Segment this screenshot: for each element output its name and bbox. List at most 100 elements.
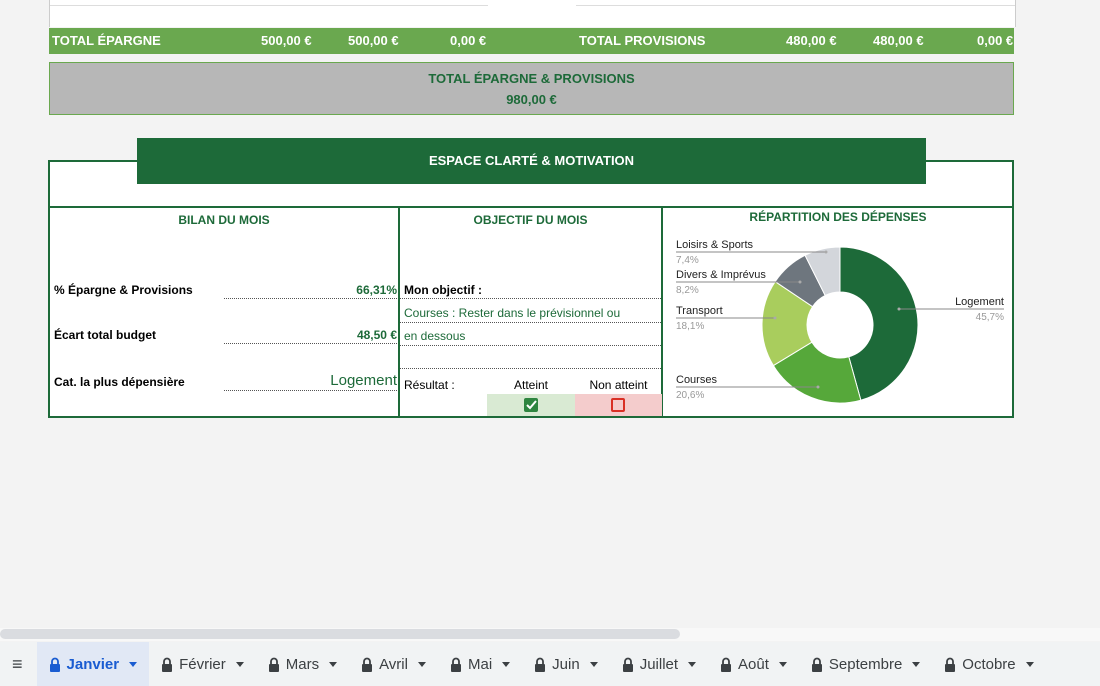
total-cell: 0,00 € xyxy=(450,33,487,48)
total-cell: 500,00 € xyxy=(261,33,312,48)
bilan-label: Cat. la plus dépensière xyxy=(54,375,185,389)
checkbox-empty[interactable] xyxy=(575,394,662,416)
divider xyxy=(661,206,663,418)
grand-total: TOTAL ÉPARGNE & PROVISIONS 980,00 € xyxy=(49,62,1014,115)
donut-slice xyxy=(839,246,919,401)
bilan-value: 66,31% xyxy=(356,283,397,297)
menu-icon[interactable]: ≡ xyxy=(12,653,23,674)
tab-menu-arrow[interactable] xyxy=(417,661,426,667)
sheet-tab[interactable]: Octobre xyxy=(932,642,1045,686)
total-cell: 500,00 € xyxy=(348,33,399,48)
lock-icon xyxy=(268,657,280,672)
bilan-value: 48,50 € xyxy=(356,328,397,342)
slice-value: 20,6% xyxy=(676,390,704,401)
bilan-label: % Épargne & Provisions xyxy=(54,283,193,297)
lock-icon xyxy=(450,657,462,672)
sheet-tab[interactable]: Août xyxy=(708,642,799,686)
objectif-line: en dessous xyxy=(404,329,466,343)
bilan-title: BILAN DU MOIS xyxy=(178,213,270,227)
lock-icon xyxy=(811,657,823,672)
option-cell xyxy=(487,394,575,416)
sheet-tab[interactable]: Janvier xyxy=(36,642,150,686)
lock-icon xyxy=(720,657,732,672)
option: Atteint xyxy=(513,378,549,392)
leader-dot xyxy=(824,250,828,254)
chart: RÉPARTITION DES DÉPENSES Logement 45,7% Co… xyxy=(676,209,1004,404)
donut-slice xyxy=(772,341,862,404)
result-label: Résultat : xyxy=(404,378,455,392)
tab-menu-arrow[interactable] xyxy=(329,661,338,667)
section-title: ESPACE CLARTÉ & MOTIVATION xyxy=(137,138,926,184)
total-cell: 480,00 € xyxy=(873,33,924,48)
chart-title: RÉPARTITION DES DÉPENSES xyxy=(749,209,926,224)
bilan-value: Logement xyxy=(330,372,397,389)
total-cell: TOTAL PROVISIONS xyxy=(579,33,706,48)
option-cell xyxy=(575,394,662,416)
slice-label: Logement xyxy=(955,296,1004,308)
total-cell: 0,00 € xyxy=(977,33,1014,48)
tab-name: Mars xyxy=(285,655,320,673)
tab-name: Janvier xyxy=(66,655,120,673)
sheet-tabs: ≡ Janvier Février Mars Avril Mai Juin Juillet A… xyxy=(0,642,1100,686)
tab-name: Juin xyxy=(552,655,580,673)
slice-value: 18,1% xyxy=(676,321,704,332)
tab-name: Mai xyxy=(467,655,493,673)
tab-name: Février xyxy=(179,655,226,673)
tab-name: Avril xyxy=(379,655,408,673)
tab-name: Septembre xyxy=(828,655,903,673)
blank-rows xyxy=(49,0,1016,27)
lock-icon xyxy=(534,657,546,672)
leader-dot xyxy=(816,385,820,389)
checkbox-checked[interactable] xyxy=(487,394,575,416)
slice-value: 45,7% xyxy=(976,312,1004,323)
sheet-tab[interactable]: Juillet xyxy=(610,642,708,686)
total-cell: 480,00 € xyxy=(786,33,837,48)
tab-name: Octobre xyxy=(962,655,1016,673)
lock-icon xyxy=(161,657,173,672)
tab-name: Juillet xyxy=(639,655,679,673)
dotted-line xyxy=(224,343,397,344)
lock-icon xyxy=(49,657,61,672)
tab-menu-arrow[interactable] xyxy=(1025,661,1034,667)
slice-label: Transport xyxy=(676,305,723,317)
lock-icon xyxy=(944,657,956,672)
lock-icon xyxy=(361,657,373,672)
objectif-line: Courses : Rester dans le prévisionnel ou xyxy=(404,306,621,320)
slice-value: 7,4% xyxy=(676,255,699,266)
totals-row: TOTAL ÉPARGNE 500,00 € 500,00 € 0,00 € TOTAL… xyxy=(49,28,1014,54)
tab-menu-arrow[interactable] xyxy=(688,661,697,667)
slice-label: Courses xyxy=(676,374,717,386)
lock-icon xyxy=(622,657,634,672)
objectif-title: OBJECTIF DU MOIS xyxy=(473,213,588,227)
slice-label: Divers & Imprévus xyxy=(676,269,766,281)
sheet-tab[interactable]: Mai xyxy=(438,642,522,686)
leader-dot xyxy=(798,280,802,284)
tab-menu-arrow[interactable] xyxy=(502,661,511,667)
total-cell: TOTAL ÉPARGNE xyxy=(52,33,161,48)
sheet-tab[interactable]: Avril xyxy=(349,642,438,686)
sheet-tab[interactable]: Septembre xyxy=(799,642,932,686)
objectif-label: Mon objectif : xyxy=(404,283,482,297)
leader-dot xyxy=(773,316,777,320)
slice-label: Loisirs & Sports xyxy=(676,239,754,251)
option: Non atteint xyxy=(589,378,648,392)
dotted-line xyxy=(224,390,397,391)
sheet-tab[interactable]: Juin xyxy=(522,642,610,686)
bilan-label: Écart total budget xyxy=(54,328,157,342)
sheet-tab[interactable]: Février xyxy=(149,642,256,686)
tab-menu-arrow[interactable] xyxy=(129,661,138,667)
tab-menu-arrow[interactable] xyxy=(235,661,244,667)
divider xyxy=(48,206,1014,208)
grand-value: 980,00 € xyxy=(506,92,557,107)
tab-menu-arrow[interactable] xyxy=(589,661,598,667)
scrollbar[interactable] xyxy=(0,628,1100,641)
tab-menu-arrow[interactable] xyxy=(912,661,921,667)
donut-slice xyxy=(761,280,814,367)
sheet-tab[interactable]: Mars xyxy=(256,642,349,686)
divider xyxy=(398,206,400,418)
dotted-line xyxy=(224,298,397,299)
tab-name: Août xyxy=(738,655,769,673)
slice-value: 8,2% xyxy=(676,285,699,296)
tab-menu-arrow[interactable] xyxy=(778,661,787,667)
